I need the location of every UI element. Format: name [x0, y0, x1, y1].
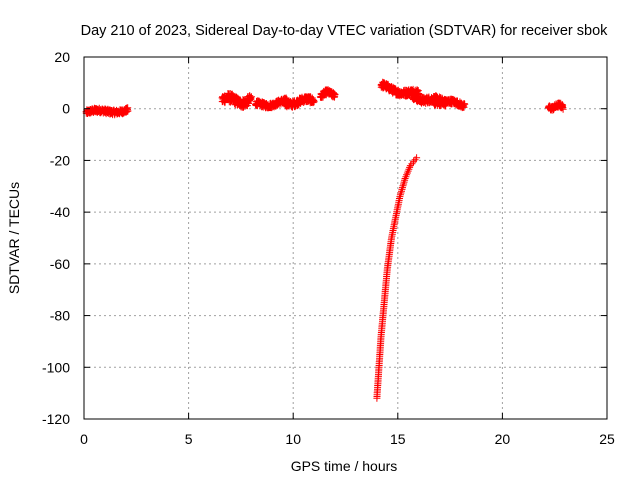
data-point [559, 105, 567, 113]
x-tick-label: 15 [390, 431, 406, 447]
y-tick-label: -80 [50, 308, 70, 324]
y-tick-label: -100 [42, 359, 70, 375]
y-tick-label: 20 [54, 49, 70, 65]
data-point [404, 167, 412, 175]
data-point [331, 90, 339, 98]
y-tick-label: -40 [50, 204, 70, 220]
data-point [310, 98, 318, 106]
chart-title: Day 210 of 2023, Sidereal Day-to-day VTE… [81, 23, 609, 39]
data-point [413, 154, 421, 162]
x-tick-label: 10 [285, 431, 301, 447]
data-point [406, 163, 414, 171]
data-point [461, 100, 469, 108]
y-tick-label: -120 [42, 411, 70, 427]
plot-frame [83, 56, 608, 420]
ticks: 0 5 10 15 20 25 -120 -100 -80 -60 -40 -20 0 20 [42, 49, 615, 447]
grid [84, 57, 607, 419]
y-axis-label: SDTVAR / TECUs [6, 182, 22, 294]
y-tick-label: -20 [50, 152, 70, 168]
x-tick-label: 5 [185, 431, 193, 447]
data-points [82, 78, 567, 402]
y-tick-label: -60 [50, 256, 70, 272]
data-point [397, 189, 405, 197]
data-point [124, 107, 132, 115]
data-point [399, 182, 407, 190]
y-tick-label: 0 [62, 101, 70, 117]
data-point [247, 93, 255, 101]
data-point [403, 171, 411, 179]
x-tick-label: 20 [495, 431, 511, 447]
x-axis-label: GPS time / hours [291, 458, 398, 474]
data-point [401, 175, 409, 182]
x-tick-label: 25 [599, 431, 615, 447]
x-tick-label: 0 [80, 431, 88, 447]
